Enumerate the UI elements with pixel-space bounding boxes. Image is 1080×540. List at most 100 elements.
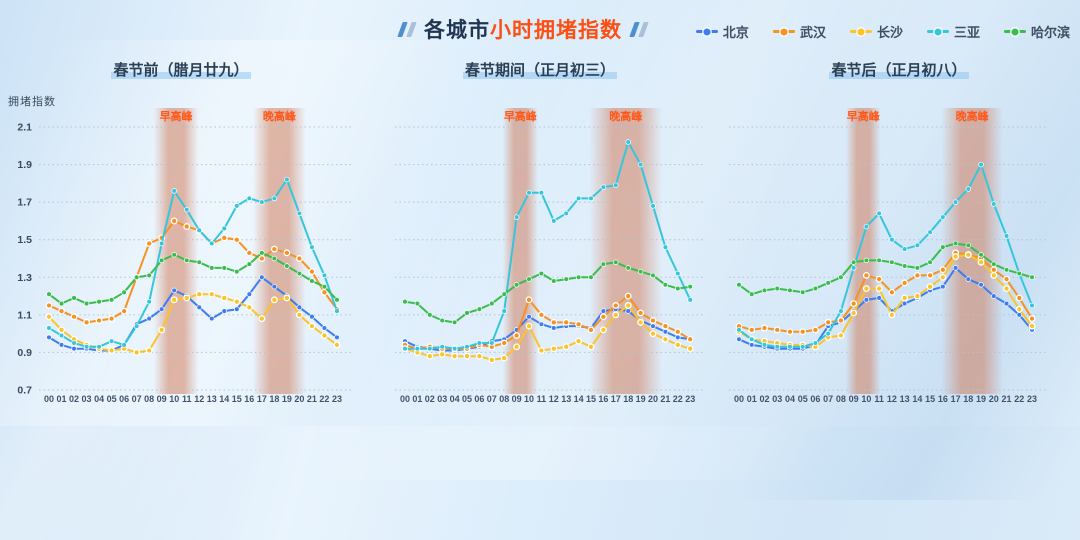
data-point-长沙 [550,345,558,353]
data-point-长沙 [624,302,632,309]
x-tick-label: 05 [462,394,472,404]
data-point-长沙 [270,296,278,304]
data-point-长沙 [233,298,241,306]
data-point-北京 [296,304,303,311]
peak-band [845,108,881,394]
data-point-武汉 [624,292,632,300]
x-tick-label: 16 [244,394,254,404]
data-point-武汉 [537,311,545,319]
data-point-武汉 [811,326,819,334]
chart-panel-before-festival: 春节前（腊月廿九） 早高峰 晚高峰 0.7 0.9 1.1 1.3 1.5 1.7 1.9 2.1… [0,56,362,426]
y-tick-label: 1.7 [17,197,32,209]
data-point-哈尔滨 [978,251,984,258]
data-point-哈尔滨 [625,265,631,271]
data-point-哈尔滨 [774,285,780,292]
data-point-武汉 [888,288,896,296]
x-tick-label: 06 [474,394,484,404]
legend-item-长沙[interactable]: 长沙 [849,22,903,41]
x-tick-label: 15 [232,394,242,404]
x-tick-label: 19 [282,394,292,404]
peak-label: 晚高峰 [263,109,297,123]
data-point-北京 [209,315,215,322]
x-tick-label: 17 [611,394,621,404]
data-point-三亚 [650,203,656,209]
data-point-哈尔滨 [575,274,582,281]
data-point-三亚 [271,195,278,202]
data-point-武汉 [145,240,153,247]
data-point-北京 [196,304,202,311]
x-tick-label: 22 [1014,394,1024,404]
data-point-长沙 [637,318,645,326]
data-point-长沙 [220,294,228,302]
data-point-北京 [978,282,984,288]
data-point-长沙 [977,258,985,266]
data-point-三亚 [83,344,90,350]
data-point-哈尔滨 [334,297,340,303]
data-point-武汉 [308,268,316,276]
x-tick-label: 14 [574,394,584,404]
x-tick-label: 07 [487,394,497,404]
legend-item-哈尔滨[interactable]: 哈尔滨 [1003,22,1070,41]
data-point-哈尔滨 [650,272,656,279]
legend-item-北京[interactable]: 北京 [695,22,749,41]
x-tick-label: 15 [925,394,935,404]
x-tick-label: 19 [976,394,986,404]
data-point-长沙 [926,283,934,291]
data-point-北京 [259,274,265,281]
data-point-武汉 [500,339,508,347]
peak-band [941,108,1003,394]
data-point-长沙 [308,322,316,330]
x-tick-label: 06 [119,394,129,404]
data-point-三亚 [414,345,421,352]
data-point-长沙 [58,326,65,334]
title-slash-right-icon [629,21,649,37]
data-point-三亚 [588,195,594,202]
data-point-哈尔滨 [850,259,857,266]
chart-panel-during-festival: 春节期间（正月初三） 早高峰 晚高峰 00 01 02 03 04 05 06 07 08 09 10 1… [362,56,718,426]
data-point-哈尔滨 [96,298,102,305]
x-tick-label: 12 [549,394,559,404]
data-point-哈尔滨 [927,259,933,266]
data-point-哈尔滨 [889,259,895,266]
data-point-哈尔滨 [1003,267,1010,273]
congestion-line-chart: 早高峰 晚高峰 0.7 0.9 1.1 1.3 1.5 1.7 1.9 2.1 00 01 02 03 04… [17,108,351,404]
data-point-哈尔滨 [613,259,619,266]
data-point-哈尔滨 [736,282,742,288]
legend-item-武汉[interactable]: 武汉 [772,22,826,41]
data-point-北京 [171,287,177,294]
data-point-北京 [46,334,52,341]
data-point-武汉 [70,313,78,321]
data-point-哈尔滨 [812,285,819,292]
x-tick-label: 17 [951,394,961,404]
data-point-武汉 [550,318,558,326]
data-point-三亚 [551,218,557,224]
data-point-长沙 [463,352,471,360]
x-tick-label: 10 [861,394,871,404]
x-tick-label: 21 [1002,394,1012,404]
x-tick-label: 14 [912,394,922,404]
data-point-三亚 [158,240,165,247]
x-tick-label: 12 [887,394,897,404]
legend-label: 北京 [722,25,749,40]
x-tick-label: 01 [747,394,757,404]
data-point-武汉 [283,249,291,257]
data-point-武汉 [120,307,128,315]
data-point-三亚 [914,242,921,249]
data-point-长沙 [939,273,947,281]
x-tick-label: 00 [44,394,54,404]
data-point-三亚 [625,139,631,145]
legend-item-三亚[interactable]: 三亚 [926,22,980,41]
x-tick-label: 23 [332,394,342,404]
data-point-三亚 [71,340,77,346]
data-point-武汉 [320,288,328,296]
x-tick-label: 13 [561,394,571,404]
x-tick-label: 13 [207,394,217,404]
data-point-哈尔滨 [196,259,202,266]
peak-band [589,108,662,394]
data-point-三亚 [825,330,831,337]
data-point-三亚 [334,308,340,314]
data-point-三亚 [183,206,190,213]
y-tick-label: 0.9 [17,347,32,359]
x-tick-label: 18 [269,394,279,404]
data-point-武汉 [761,324,768,332]
